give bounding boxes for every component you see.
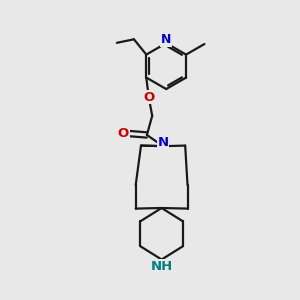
- Text: N: N: [158, 136, 169, 148]
- Text: NH: NH: [151, 260, 173, 272]
- Text: N: N: [161, 33, 171, 46]
- Text: O: O: [118, 127, 129, 140]
- Text: O: O: [143, 91, 154, 104]
